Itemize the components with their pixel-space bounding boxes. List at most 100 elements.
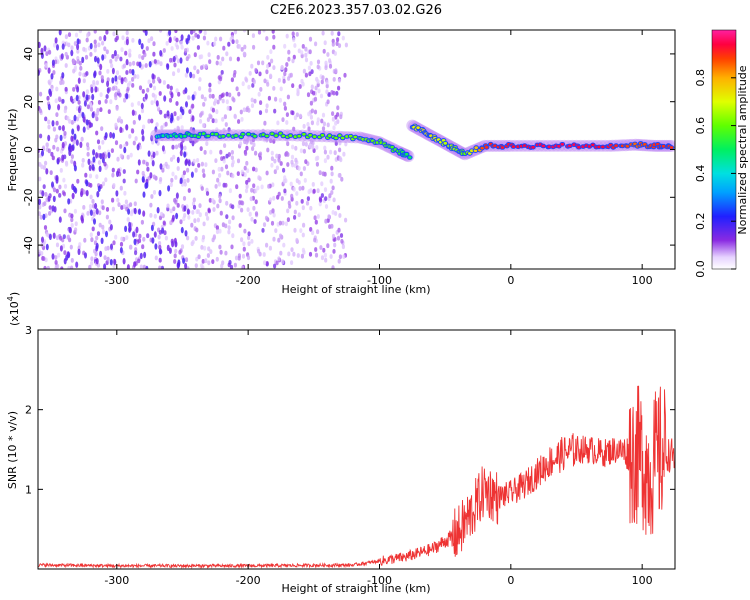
spectrogram-noise-cell xyxy=(141,176,145,183)
spectrogram-noise-cell xyxy=(137,258,141,264)
spectrogram-noise-cell xyxy=(301,185,305,191)
spectrogram-noise-cell xyxy=(144,182,148,189)
spectrogram-noise-cell xyxy=(313,96,318,102)
spectrogram-noise-cell xyxy=(76,43,80,50)
spectrogram-noise-cell xyxy=(55,134,59,140)
spectrogram-noise-cell xyxy=(141,128,145,136)
spectrogram-noise-cell xyxy=(252,166,256,172)
spectrogram-noise-cell xyxy=(99,63,103,71)
spectrogram-noise-cell xyxy=(323,145,327,151)
snr-axes: -300 -200 -100 0 100 1 2 3 xyxy=(25,324,675,587)
spectrogram-noise-cell xyxy=(89,52,93,57)
spectrogram-noise-cell xyxy=(224,164,229,170)
spectrogram-noise-cell xyxy=(95,208,99,215)
spectrogram-noise-cell xyxy=(310,120,314,126)
spectrogram-noise-cell xyxy=(86,151,90,157)
spectrogram-noise-cell xyxy=(206,117,210,122)
spectrogram-noise-cell xyxy=(180,244,185,250)
spectrogram-noise-cell xyxy=(61,125,65,132)
spectrogram-noise-cell xyxy=(290,247,294,253)
spectrogram-noise-cell xyxy=(211,198,215,203)
spectrogram-noise-cell xyxy=(214,98,218,103)
snr-xtick-label: -100 xyxy=(367,574,392,587)
spectrogram-noise-cell xyxy=(158,189,162,197)
spectrogram-noise-cell xyxy=(299,171,303,177)
spectrogram-noise-cell xyxy=(242,241,246,247)
spectrogram-noise-cell xyxy=(82,116,86,123)
spectrogram-noise-cell xyxy=(150,194,154,199)
spectrogram-noise-cell xyxy=(59,168,63,173)
spectrogram-noise-cell xyxy=(196,158,200,163)
spectrogram-noise-cell xyxy=(217,181,221,187)
spectrogram-noise-cell xyxy=(161,145,165,152)
spectrogram-noise-cell xyxy=(256,60,261,66)
spectrogram-noise-cell xyxy=(287,56,291,62)
spectrogram-noise-cell xyxy=(230,77,234,83)
spectrogram-noise-cell xyxy=(220,70,224,75)
spectrogram-noise-cell xyxy=(278,233,283,239)
spectrogram-noise-cell xyxy=(52,232,56,239)
spectrogram-noise-cell xyxy=(117,88,121,94)
spectrogram-noise-cell xyxy=(286,217,290,223)
spectrogram-noise-cell xyxy=(140,108,145,114)
spectrogram-noise-cell xyxy=(316,214,320,219)
spectrogram-noise-cell xyxy=(38,204,42,210)
spectrogram-noise-cell xyxy=(96,191,100,198)
spectrogram-noise-cell xyxy=(160,125,164,130)
spectrogram-noise-cell xyxy=(191,35,195,41)
spectrogram-noise-cell xyxy=(97,160,102,165)
spectrogram-ridge-cell xyxy=(625,144,630,148)
spectrogram-noise-cell xyxy=(159,61,163,67)
spectrogram-noise-cell xyxy=(41,236,44,243)
spectrogram-noise-cell xyxy=(336,37,340,42)
spectrogram-noise-cell xyxy=(47,103,51,111)
spectrogram-noise-cell xyxy=(159,163,163,170)
spectrogram-noise-cell xyxy=(44,192,48,197)
spectrogram-noise-cell xyxy=(61,154,65,161)
spectrogram-noise-cell xyxy=(38,249,41,255)
spectrogram-noise-cell xyxy=(235,184,239,190)
spectrogram-noise-cell xyxy=(47,119,51,125)
spectrogram-noise-cell xyxy=(330,171,334,177)
spectrogram-noise-cell xyxy=(117,202,121,208)
spectrogram-noise-cell xyxy=(304,72,308,78)
spectrogram-noise-cell xyxy=(191,94,195,101)
spectrogram-noise-cell xyxy=(238,193,242,199)
snr-frame xyxy=(37,329,676,570)
spectrogram-ridge-cell xyxy=(246,132,251,136)
spectrogram-noise-cell xyxy=(129,152,133,158)
spectrogram-noise-cell xyxy=(192,197,196,203)
spectrogram-noise-cell xyxy=(174,241,178,248)
spectrogram-noise-cell xyxy=(47,67,51,74)
spectrogram-noise-cell xyxy=(131,109,135,116)
spectrogram-noise-cell xyxy=(73,208,77,214)
spectrogram-noise-cell xyxy=(187,159,191,167)
spectrogram-noise-cell xyxy=(320,193,324,198)
spectrogram-noise-cell xyxy=(224,223,228,229)
spectrogram-noise-cell xyxy=(173,62,177,68)
spectrogram-noise-cell xyxy=(192,127,196,134)
spectrogram-noise-cell xyxy=(344,217,348,223)
spectrogram-noise-cell xyxy=(272,34,276,40)
spectrogram-noise-cell xyxy=(54,98,58,104)
spectrogram-noise-cell xyxy=(292,37,296,43)
spectrogram-noise-cell xyxy=(308,251,313,257)
spectrogram-ridge-cell xyxy=(261,133,266,137)
spectrogram-noise-cell xyxy=(180,125,184,130)
spectrogram-ylabel: Frequency (Hz) xyxy=(6,109,19,192)
spectrogram-noise-cell xyxy=(219,36,223,42)
spectrogram-noise-cell xyxy=(316,229,320,235)
spectrogram-noise-cell xyxy=(111,67,115,75)
spectrogram-noise-cell xyxy=(171,171,175,177)
spectrogram-noise-cell xyxy=(334,141,338,146)
spectrogram-noise-cell xyxy=(321,126,326,131)
spectrogram-noise-cell xyxy=(181,108,185,116)
spectrogram-noise-cell xyxy=(324,65,328,71)
spectrogram-noise-cell xyxy=(125,93,129,100)
spectrogram-noise-cell xyxy=(207,260,211,266)
spectrogram-noise-cell xyxy=(284,221,288,227)
spectrogram-noise-cell xyxy=(82,189,86,195)
spectrogram-noise-cell xyxy=(75,94,79,102)
spectrogram-noise-cell xyxy=(144,63,148,68)
